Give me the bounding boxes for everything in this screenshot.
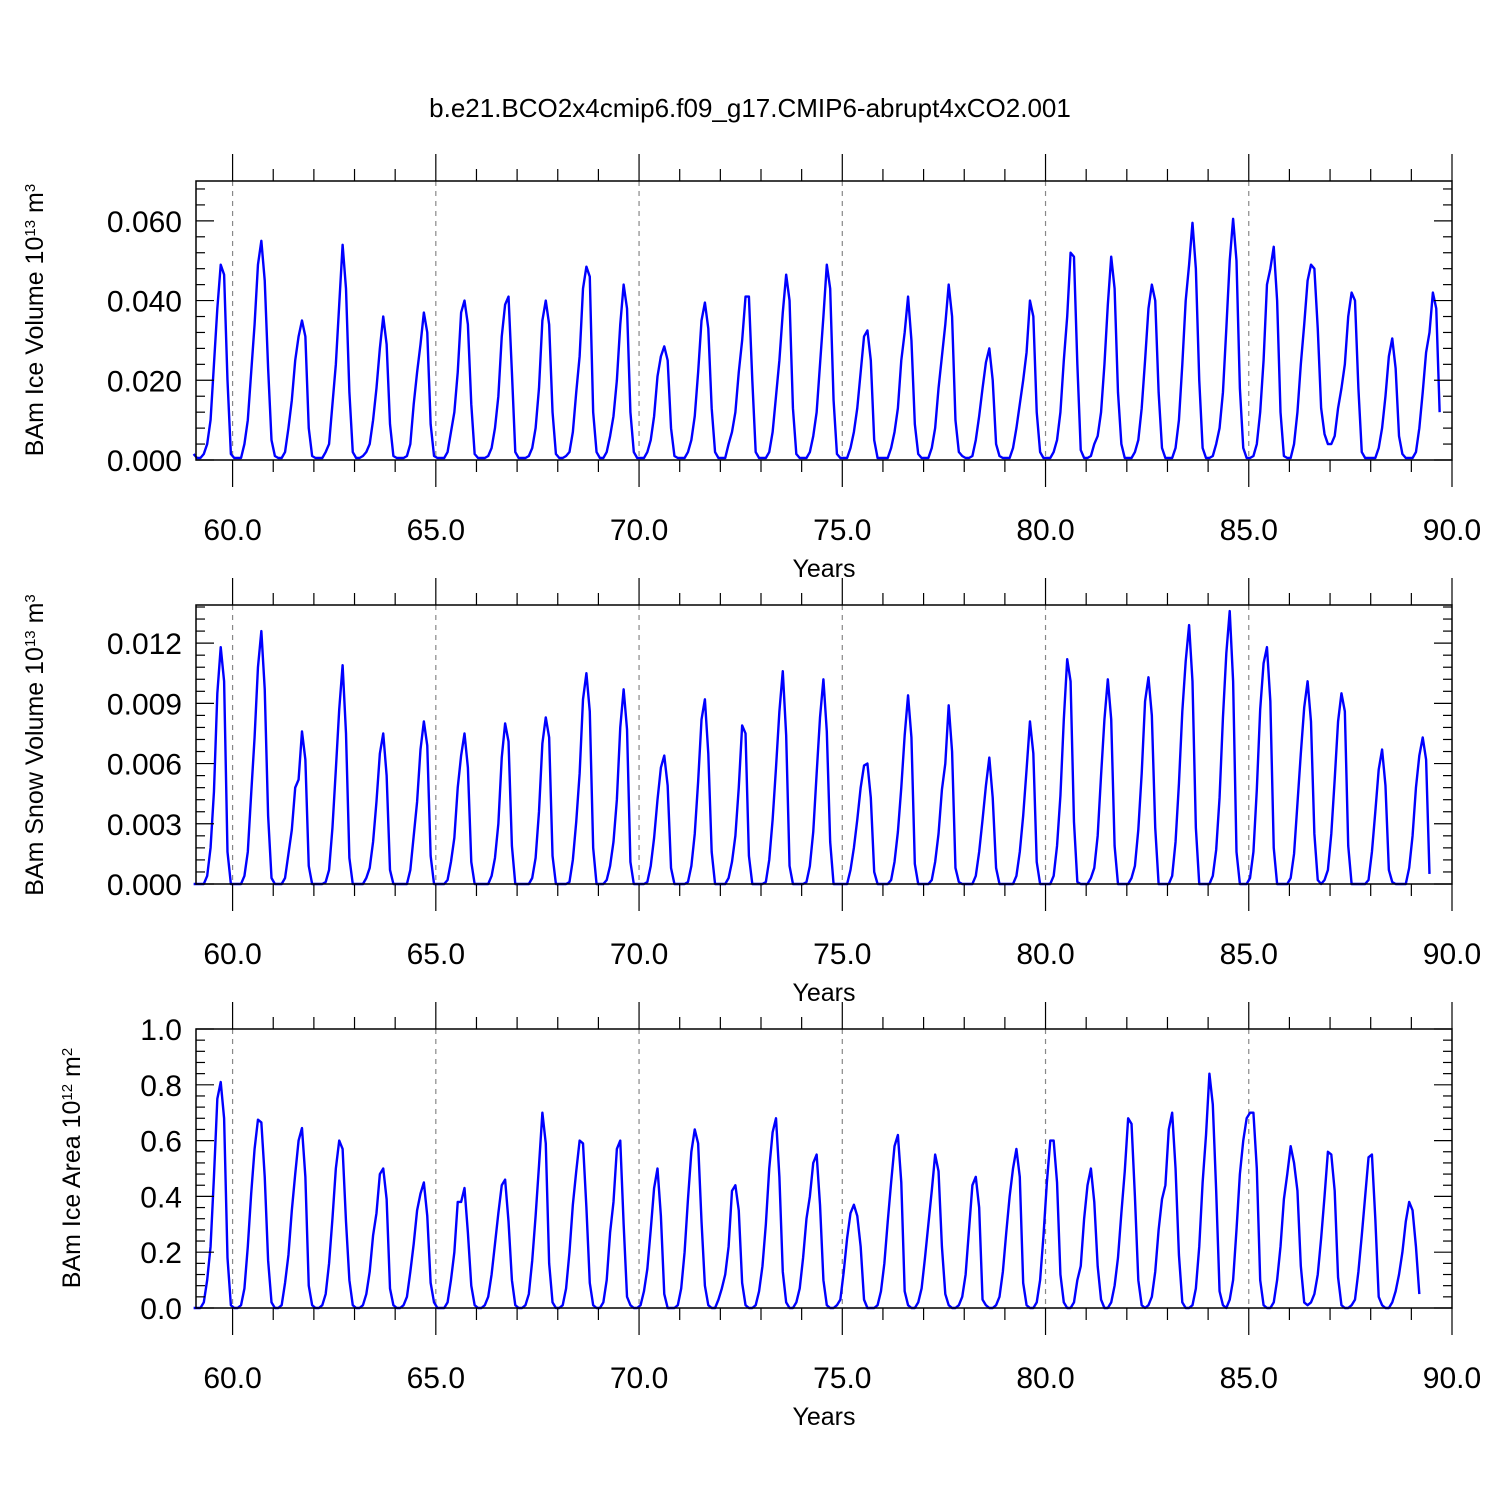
x-tick-label: 60.0: [203, 938, 261, 971]
x-tick-label: 70.0: [610, 1362, 668, 1395]
x-tick-label: 80.0: [1016, 514, 1074, 547]
plot-frame: [195, 1028, 1453, 1309]
x-tick-label: 65.0: [407, 1362, 465, 1395]
panel-ice-area: BAm Ice Area 1012 m2 Years 0.0 0.2 0.4 0.6 0…: [58, 1002, 1481, 1431]
x-tick-label: 65.0: [407, 514, 465, 547]
x-tick-label: 80.0: [1016, 1362, 1074, 1395]
x-tick-label: 70.0: [610, 938, 668, 971]
ylabel-ice-volume: BAm Ice Volume 1013 m3: [21, 184, 49, 456]
y-tick-label: 0.006: [107, 749, 182, 782]
series-line: [193, 609, 1431, 886]
y-tick-label: 0.000: [107, 869, 182, 902]
x-tick-label: 60.0: [203, 1362, 261, 1395]
panel-snow-volume: BAm Snow Volume 1013 m3 Years 0.000 0.003…: [21, 578, 1481, 1007]
y-tick-label: 0.040: [107, 286, 182, 319]
x-tick-label: 85.0: [1220, 514, 1278, 547]
x-tick-label: 90.0: [1423, 514, 1481, 547]
y-tick-label: 0.8: [140, 1070, 182, 1103]
xlabel-snow-volume: Years: [792, 979, 855, 1007]
figure-title: b.e21.BCO2x4cmip6.f09_g17.CMIP6-abrupt4x…: [429, 93, 1071, 123]
x-tick-label: 90.0: [1423, 1362, 1481, 1395]
plot-frame: [195, 604, 1453, 885]
series-line: [193, 1072, 1421, 1310]
xlabel-ice-area: Years: [792, 1403, 855, 1431]
y-tick-label: 0.003: [107, 809, 182, 842]
plot-frame: [195, 180, 1453, 461]
ylabel-ice-area: BAm Ice Area 1012 m2: [58, 1048, 86, 1288]
x-tick-label: 75.0: [813, 938, 871, 971]
y-tick-label: 0.060: [107, 206, 182, 239]
panel-ice-volume: BAm Ice Volume 1013 m3 Years 0.000 0.020 0…: [21, 154, 1481, 583]
y-tick-label: 0.4: [140, 1181, 182, 1214]
x-tick-label: 65.0: [407, 938, 465, 971]
x-tick-label: 85.0: [1220, 1362, 1278, 1395]
x-tick-label: 60.0: [203, 514, 261, 547]
y-tick-label: 1.0: [140, 1014, 182, 1047]
x-tick-label: 75.0: [813, 1362, 871, 1395]
x-tick-label: 80.0: [1016, 938, 1074, 971]
series-line: [192, 217, 1441, 460]
x-tick-label: 85.0: [1220, 938, 1278, 971]
y-tick-label: 0.2: [140, 1237, 182, 1270]
x-tick-label: 70.0: [610, 514, 668, 547]
y-tick-label: 0.020: [107, 365, 182, 398]
y-tick-label: 0.0: [140, 1293, 182, 1326]
y-tick-label: 0.009: [107, 688, 182, 721]
ylabel-snow-volume: BAm Snow Volume 1013 m3: [21, 594, 49, 896]
y-tick-label: 0.012: [107, 628, 182, 661]
y-tick-label: 0.000: [107, 445, 182, 478]
x-tick-label: 75.0: [813, 514, 871, 547]
x-tick-label: 90.0: [1423, 938, 1481, 971]
xlabel-ice-volume: Years: [792, 555, 855, 583]
y-tick-label: 0.6: [140, 1126, 182, 1159]
